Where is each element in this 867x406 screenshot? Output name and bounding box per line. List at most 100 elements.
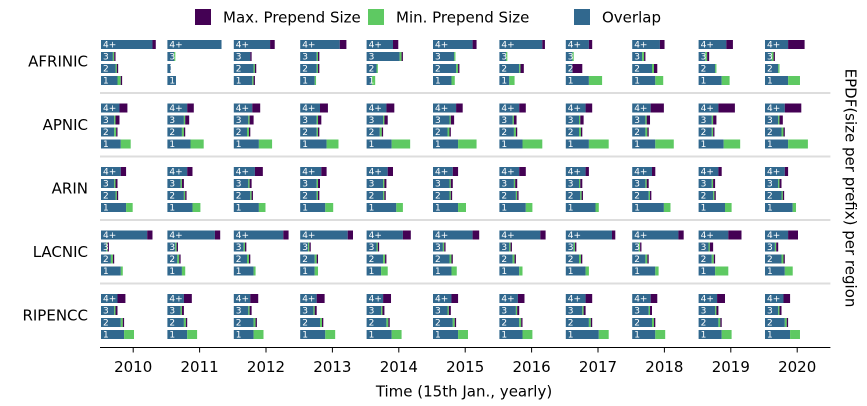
bar-segment bbox=[433, 64, 457, 73]
bar-label: 2 bbox=[369, 255, 375, 265]
bar-segment bbox=[512, 115, 514, 125]
bar-segment bbox=[300, 167, 322, 176]
bar-label: 1 bbox=[568, 267, 574, 277]
bar-segment bbox=[711, 179, 714, 188]
bar-segment bbox=[433, 266, 452, 276]
bar-label: 2 bbox=[701, 255, 707, 265]
bar-segment bbox=[783, 294, 791, 303]
bar-segment bbox=[181, 179, 184, 188]
bar-segment bbox=[579, 115, 581, 125]
bar-label: 1 bbox=[435, 331, 441, 341]
bar-segment bbox=[698, 306, 716, 315]
bar-segment bbox=[765, 115, 779, 125]
bar-segment bbox=[783, 127, 785, 137]
bar-segment bbox=[314, 306, 317, 315]
bar-segment bbox=[779, 115, 783, 125]
bar-segment bbox=[321, 318, 324, 327]
bar-segment bbox=[377, 242, 380, 252]
bar-segment bbox=[650, 103, 664, 113]
bar-segment bbox=[253, 330, 264, 339]
bar-segment bbox=[112, 52, 115, 61]
bar-segment bbox=[300, 103, 320, 113]
bar-segment bbox=[181, 127, 184, 137]
bar-label: 1 bbox=[767, 77, 773, 87]
bar-segment bbox=[579, 179, 581, 188]
bar-label: 1 bbox=[701, 140, 707, 150]
bar-segment bbox=[499, 242, 510, 252]
bar-segment bbox=[765, 103, 785, 113]
bar-segment bbox=[765, 179, 779, 188]
bar-segment bbox=[300, 64, 317, 73]
bar-segment bbox=[632, 242, 639, 252]
bar-label: 2 bbox=[369, 192, 375, 202]
bar-label: 2 bbox=[568, 128, 574, 138]
bar-segment bbox=[316, 52, 319, 61]
bar-segment bbox=[167, 127, 182, 137]
bar-label: 2 bbox=[435, 128, 441, 138]
bar-segment bbox=[458, 64, 460, 73]
bar-label: 3 bbox=[701, 116, 707, 126]
bar-segment bbox=[101, 191, 116, 200]
bar-label: 4+ bbox=[236, 41, 249, 51]
bar-segment bbox=[401, 52, 403, 61]
bar-segment bbox=[318, 127, 320, 137]
bar-segment bbox=[663, 203, 671, 212]
bar-segment bbox=[646, 115, 651, 125]
bar-segment bbox=[781, 127, 784, 137]
bar-label: 1 bbox=[236, 140, 242, 150]
bar-segment bbox=[565, 266, 586, 276]
bar-label: 4+ bbox=[169, 168, 182, 178]
bar-segment bbox=[119, 103, 128, 113]
bar-segment bbox=[233, 179, 249, 188]
bar-label: 2 bbox=[169, 128, 175, 138]
bar-segment bbox=[776, 242, 779, 252]
bar-label: 2 bbox=[435, 319, 441, 329]
bar-segment bbox=[718, 167, 722, 176]
bar-segment bbox=[506, 52, 508, 61]
bar-segment bbox=[648, 306, 651, 315]
bar-segment bbox=[698, 179, 712, 188]
bar-label: 4+ bbox=[302, 104, 315, 114]
bar-segment bbox=[371, 76, 376, 85]
bar-label: 1 bbox=[103, 331, 109, 341]
bar-segment bbox=[765, 266, 785, 276]
bar-label: 2 bbox=[501, 255, 507, 265]
bar-segment bbox=[632, 127, 646, 137]
bar-label: 3 bbox=[701, 307, 707, 317]
bar-segment bbox=[433, 167, 453, 176]
bar-segment bbox=[433, 76, 452, 85]
bar-segment bbox=[249, 179, 252, 188]
bar-segment bbox=[253, 64, 255, 73]
bar-segment bbox=[765, 254, 782, 264]
bar-segment bbox=[270, 40, 275, 49]
bar-segment bbox=[167, 64, 171, 73]
bar-segment bbox=[774, 242, 777, 252]
bar-segment bbox=[251, 191, 253, 200]
bar-segment bbox=[233, 266, 254, 276]
bar-label: 1 bbox=[103, 204, 109, 214]
bar-segment bbox=[582, 306, 584, 315]
bar-segment bbox=[645, 115, 647, 125]
bar-segment bbox=[114, 127, 117, 137]
bar-segment bbox=[698, 203, 725, 212]
bar-segment bbox=[449, 127, 451, 137]
bar-segment bbox=[366, 318, 387, 327]
bar-label: 1 bbox=[767, 140, 773, 150]
bar-segment bbox=[713, 115, 717, 125]
bar-segment bbox=[174, 52, 176, 61]
bar-segment bbox=[698, 103, 719, 113]
bar-segment bbox=[167, 230, 215, 240]
bar-label: 3 bbox=[369, 307, 375, 317]
bar-label: 1 bbox=[767, 331, 773, 341]
bar-segment bbox=[515, 306, 518, 315]
bar-label: 3 bbox=[302, 180, 308, 190]
bar-segment bbox=[632, 203, 664, 212]
bar-label: 4+ bbox=[435, 168, 448, 178]
bar-segment bbox=[781, 191, 783, 200]
x-tick-label: 2013 bbox=[313, 358, 351, 376]
bar-segment bbox=[788, 139, 808, 149]
bar-segment bbox=[107, 242, 109, 252]
bar-segment bbox=[784, 266, 793, 276]
bar-segment bbox=[632, 330, 656, 339]
bar-segment bbox=[101, 318, 121, 327]
